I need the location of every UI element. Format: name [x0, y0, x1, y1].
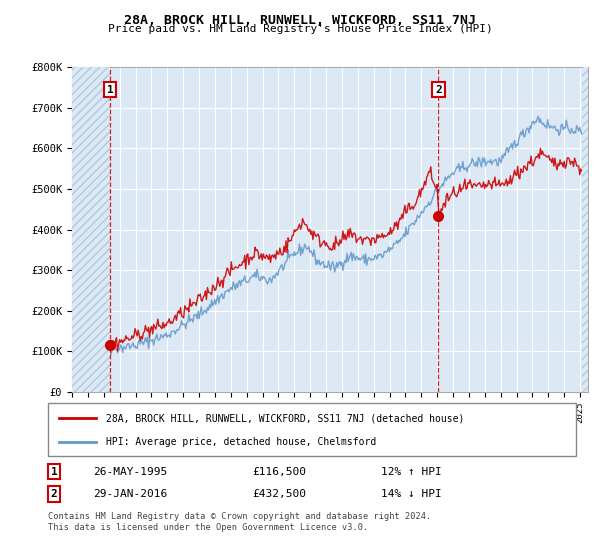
Text: 1: 1	[50, 466, 58, 477]
Text: Contains HM Land Registry data © Crown copyright and database right 2024.
This d: Contains HM Land Registry data © Crown c…	[48, 512, 431, 531]
Text: 2: 2	[50, 489, 58, 499]
Text: HPI: Average price, detached house, Chelmsford: HPI: Average price, detached house, Chel…	[106, 436, 376, 446]
Text: Price paid vs. HM Land Registry's House Price Index (HPI): Price paid vs. HM Land Registry's House …	[107, 24, 493, 34]
Text: 29-JAN-2016: 29-JAN-2016	[93, 489, 167, 499]
Text: 28A, BROCK HILL, RUNWELL, WICKFORD, SS11 7NJ: 28A, BROCK HILL, RUNWELL, WICKFORD, SS11…	[124, 14, 476, 27]
Bar	[72, 67, 110, 392]
Text: 28A, BROCK HILL, RUNWELL, WICKFORD, SS11 7NJ (detached house): 28A, BROCK HILL, RUNWELL, WICKFORD, SS11…	[106, 413, 464, 423]
Text: £116,500: £116,500	[252, 466, 306, 477]
Text: 2: 2	[435, 85, 442, 95]
Text: 26-MAY-1995: 26-MAY-1995	[93, 466, 167, 477]
Bar	[581, 67, 600, 392]
Text: 1: 1	[107, 85, 113, 95]
Text: £432,500: £432,500	[252, 489, 306, 499]
Text: 12% ↑ HPI: 12% ↑ HPI	[381, 466, 442, 477]
Text: 14% ↓ HPI: 14% ↓ HPI	[381, 489, 442, 499]
FancyBboxPatch shape	[48, 403, 576, 456]
